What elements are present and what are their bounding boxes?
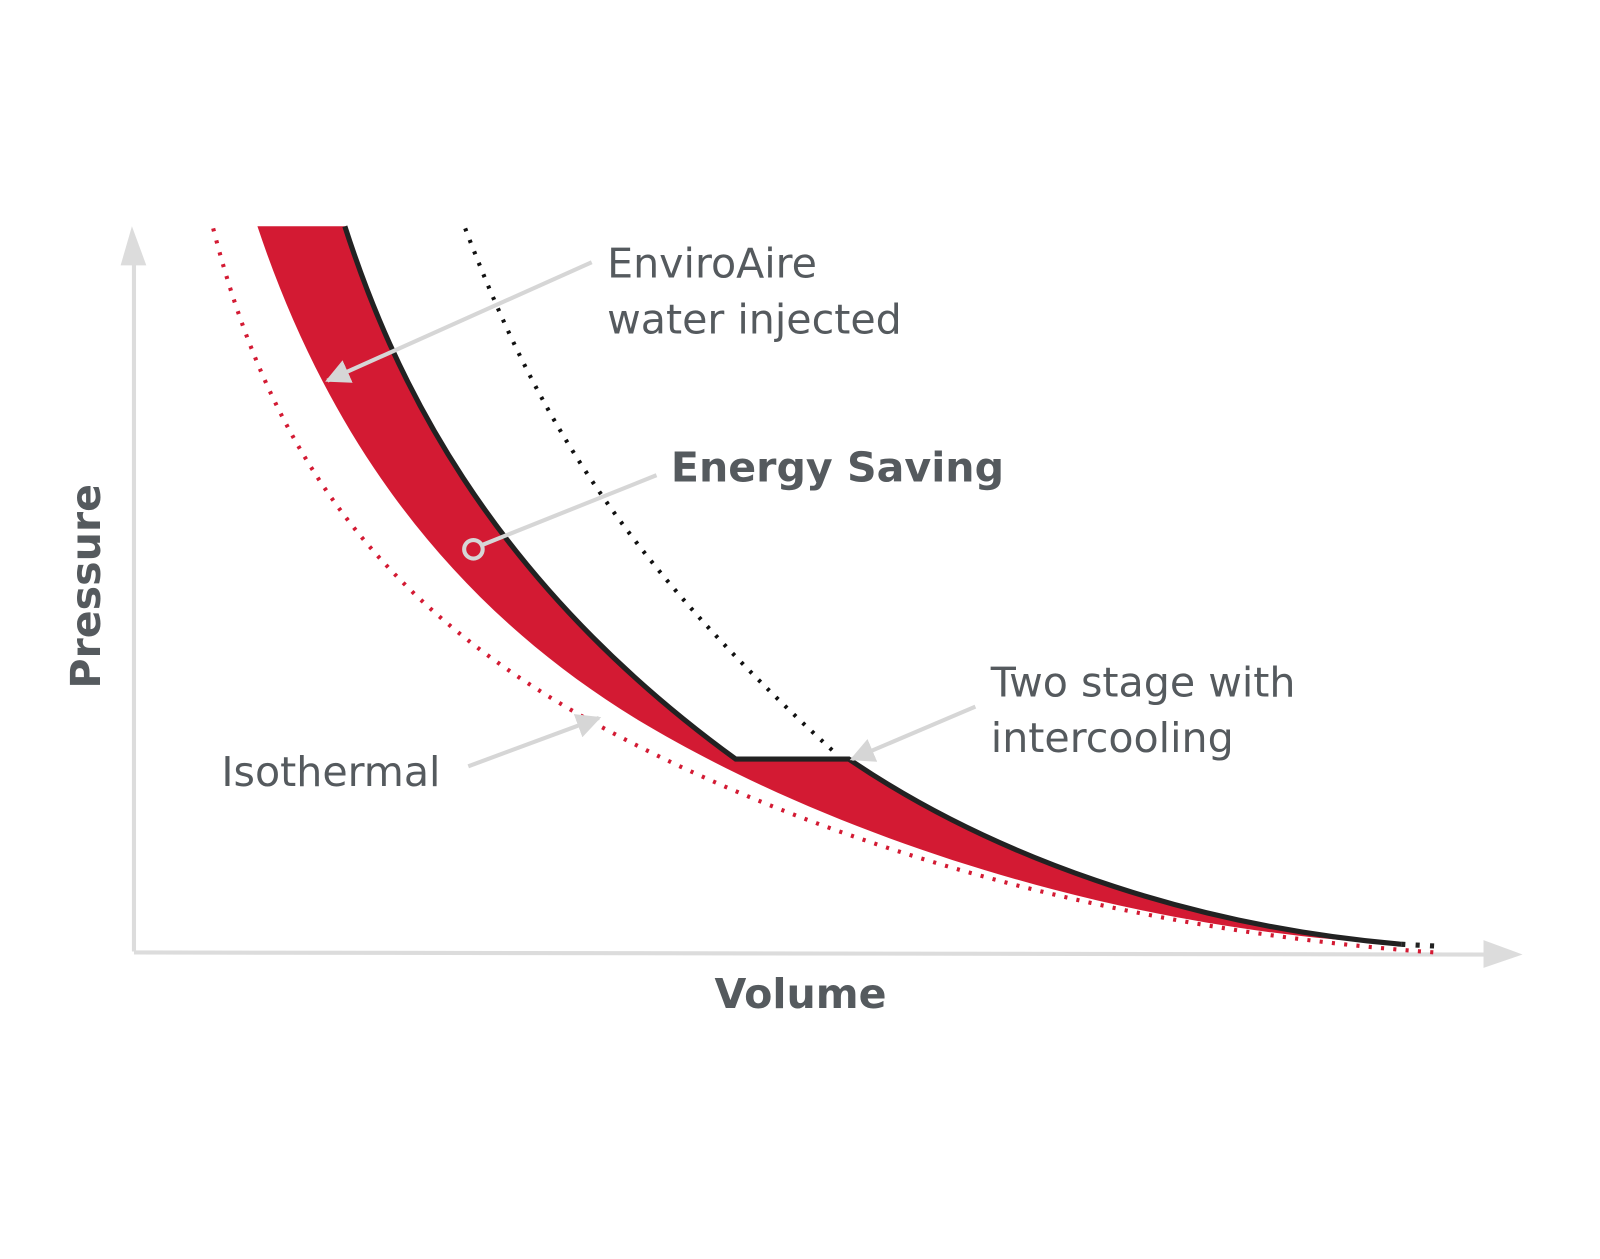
annotation: EnviroAire bbox=[607, 240, 817, 288]
energy-saving-band bbox=[257, 226, 1402, 945]
annotation: Energy Saving bbox=[671, 443, 1004, 491]
annotation: intercooling bbox=[991, 714, 1234, 762]
enviroaire-arrow bbox=[325, 260, 593, 383]
curve-end bbox=[1401, 941, 1441, 949]
annotation: Isothermal bbox=[221, 748, 440, 796]
x-axis-label: Volume bbox=[715, 970, 887, 1018]
y-axis-arrow bbox=[120, 226, 147, 266]
y-axis-label: Pressure bbox=[62, 484, 110, 689]
two-stage-arrow bbox=[849, 704, 977, 762]
two-stage-curve bbox=[342, 225, 1402, 947]
annotation: Two stage with bbox=[990, 658, 1296, 706]
x-axis-arrow bbox=[1483, 940, 1523, 968]
isothermal-curve bbox=[211, 227, 1436, 955]
x-axis bbox=[133, 950, 1492, 957]
energy-saving-dot bbox=[462, 537, 485, 561]
isothermal-arrow bbox=[467, 714, 602, 769]
energy-saving-leader bbox=[480, 473, 658, 548]
annotation: water injected bbox=[607, 295, 902, 343]
